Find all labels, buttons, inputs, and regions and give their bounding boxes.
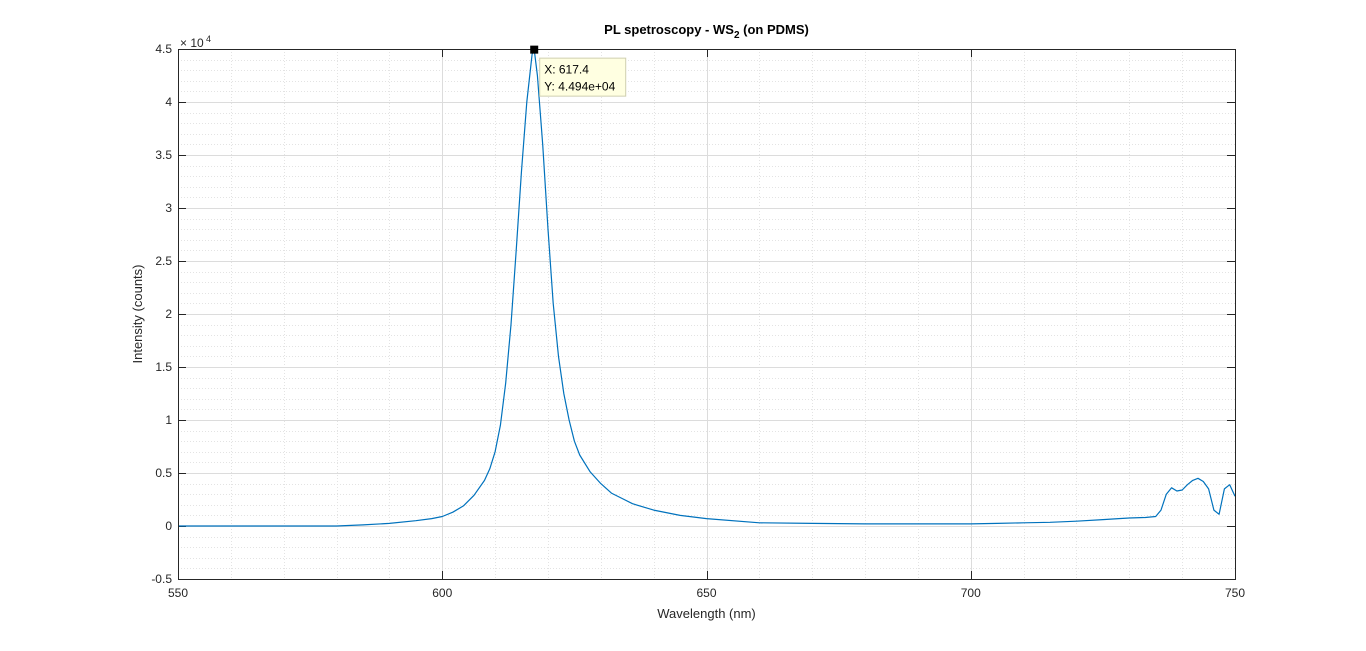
y-tick-label: 2.5: [155, 254, 172, 268]
series-layer: [178, 48, 1236, 527]
x-tick-label: 700: [961, 586, 981, 600]
datatip-x-text: X: 617.4: [544, 63, 589, 77]
x-tick-label: 550: [168, 586, 188, 600]
y-tick-labels: -0.5 0 0.5 1 1.5 2 2.5 3 3.5 4 4.5: [151, 42, 172, 586]
x-tick-label: 600: [432, 586, 452, 600]
x-tick-label: 750: [1225, 586, 1245, 600]
title-tail: (on PDMS): [740, 22, 809, 37]
y-tick-label: 1.5: [155, 360, 172, 374]
y-axis-label: Intensity (counts): [130, 265, 145, 364]
datatip-box: [539, 57, 627, 97]
title-main: PL spetroscopy - WS: [604, 22, 734, 37]
datatip-y-text: Y: 4.494e+04: [544, 80, 615, 94]
x-axis-label: Wavelength (nm): [657, 606, 756, 621]
y-exponent-power: 4: [206, 34, 211, 44]
datatip[interactable]: X: 617.4 Y: 4.494e+04: [530, 45, 627, 97]
y-tick-label: 0: [165, 519, 172, 533]
y-tick-label: 2: [165, 307, 172, 321]
y-tick-label: 4.5: [155, 42, 172, 56]
datatip-marker[interactable]: [530, 45, 539, 54]
chart-title: PL spetroscopy - WS2 (on PDMS): [604, 22, 809, 41]
y-tick-label: 4: [165, 95, 172, 109]
series-line: [178, 48, 1236, 527]
y-exponent-base: × 10: [180, 36, 204, 50]
title-subscript: 2: [734, 30, 740, 41]
x-tick-label: 650: [696, 586, 716, 600]
plot-border: [178, 49, 1236, 580]
y-tick-label: 3: [165, 201, 172, 215]
major-grid: [178, 49, 1236, 580]
y-tick-label: 3.5: [155, 148, 172, 162]
x-tick-labels: 550 600 650 700 750: [168, 586, 1245, 600]
y-tick-label: -0.5: [151, 572, 172, 586]
y-tick-label: 1: [165, 413, 172, 427]
y-tick-label: 0.5: [155, 466, 172, 480]
